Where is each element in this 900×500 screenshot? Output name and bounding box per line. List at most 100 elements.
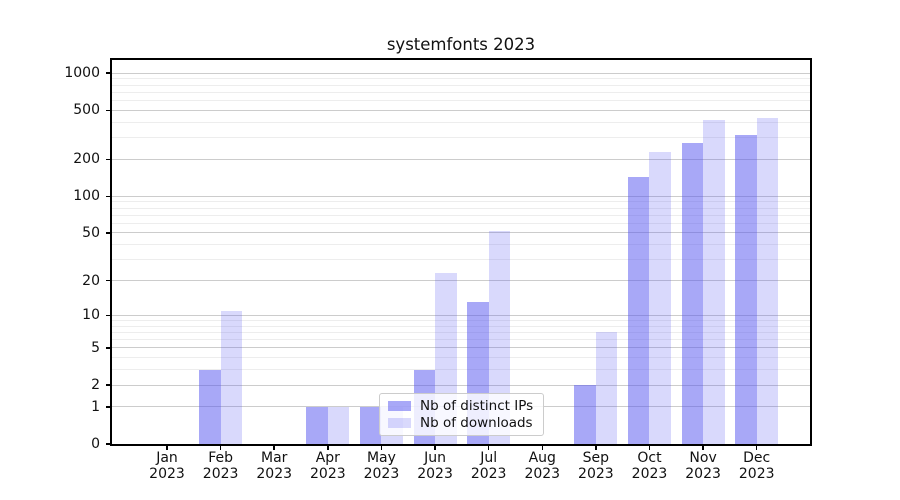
bar-downloads — [488, 230, 511, 444]
x-tick-label: Mar 2023 — [256, 450, 293, 482]
x-tick-label: Jan 2023 — [149, 450, 185, 482]
x-tickmark — [327, 444, 329, 450]
minor-gridline — [112, 339, 810, 341]
bar-distinct-ips — [574, 385, 596, 444]
top-spine — [110, 58, 812, 60]
x-tickmark — [273, 444, 275, 450]
y-tickmark — [106, 406, 112, 408]
x-tick-label: Feb 2023 — [202, 450, 239, 482]
x-tickmark — [595, 444, 597, 450]
left-spine — [110, 58, 112, 446]
minor-gridline — [112, 214, 810, 216]
major-gridline — [112, 72, 810, 74]
y-tickmark — [106, 314, 112, 317]
y-tick-label: 0 — [91, 436, 100, 452]
x-tick-label: Dec 2023 — [738, 450, 775, 482]
x-tick-label: Sep 2023 — [578, 450, 614, 482]
minor-gridline — [112, 319, 810, 321]
legend-swatch-distinct-ips — [388, 400, 411, 411]
bar-downloads — [327, 406, 350, 444]
y-tick-label: 1 — [91, 398, 100, 415]
legend-label-distinct-ips: Nb of distinct IPs — [420, 397, 534, 414]
y-tickmark — [106, 232, 112, 234]
bar-downloads — [649, 151, 671, 444]
bar-distinct-ips — [627, 176, 650, 444]
legend: Nb of distinct IPs Nb of downloads — [379, 393, 544, 436]
x-tick-label: May 2023 — [363, 450, 400, 482]
major-gridline — [112, 158, 810, 160]
bar-distinct-ips — [306, 406, 328, 444]
y-tick-label: 2 — [91, 377, 100, 394]
minor-gridline — [112, 331, 810, 333]
y-tick-label: 1000 — [64, 65, 100, 82]
x-tick-label: Jun 2023 — [417, 450, 453, 482]
y-tick-label: 500 — [73, 102, 100, 119]
minor-gridline — [112, 207, 810, 209]
minor-gridline — [112, 222, 810, 224]
y-tickmark — [106, 72, 112, 74]
minor-gridline — [112, 100, 810, 102]
legend-label-downloads: Nb of downloads — [420, 415, 533, 432]
y-tick-label: 5 — [91, 339, 100, 356]
minor-gridline — [112, 369, 810, 371]
minor-gridline — [112, 84, 810, 86]
x-tickmark — [219, 444, 222, 450]
bar-downloads — [756, 118, 779, 444]
minor-gridline — [112, 325, 810, 327]
major-gridline — [112, 280, 810, 282]
x-tickmark — [541, 444, 544, 450]
minor-gridline — [112, 137, 810, 139]
x-tickmark — [648, 444, 651, 450]
y-tick-label: 50 — [82, 224, 100, 241]
major-gridline — [112, 384, 810, 386]
legend-item-distinct-ips: Nb of distinct IPs — [388, 398, 535, 414]
major-gridline — [112, 109, 810, 111]
minor-gridline — [112, 91, 810, 93]
y-tickmark — [106, 384, 112, 386]
y-tickmark — [106, 195, 112, 198]
x-tick-label: Jul 2023 — [470, 450, 507, 482]
bar-downloads — [703, 119, 725, 444]
x-tick-label: Aug 2023 — [524, 450, 561, 482]
minor-gridline — [112, 357, 810, 359]
y-tickmark — [106, 347, 112, 349]
y-tickmark — [106, 158, 112, 161]
x-tickmark — [702, 444, 704, 450]
y-tickmark — [106, 443, 112, 445]
x-tickmark — [434, 444, 436, 450]
bar-downloads — [220, 310, 243, 444]
y-tick-label: 10 — [82, 307, 100, 324]
y-tick-label: 20 — [82, 272, 100, 289]
x-tickmark — [487, 444, 490, 450]
bottom-spine — [110, 444, 812, 446]
major-gridline — [112, 232, 810, 234]
x-tick-label: Oct 2023 — [631, 450, 668, 482]
x-tick-label: Apr 2023 — [310, 450, 346, 482]
minor-gridline — [112, 78, 810, 80]
minor-gridline — [112, 259, 810, 261]
x-tick-label: Nov 2023 — [685, 450, 721, 482]
major-gridline — [112, 347, 810, 349]
minor-gridline — [112, 201, 810, 203]
bar-downloads — [595, 332, 618, 444]
y-tickmark — [106, 279, 112, 282]
y-tickmark — [106, 109, 112, 112]
bar-distinct-ips — [359, 406, 382, 444]
bar-distinct-ips — [199, 369, 221, 444]
x-tickmark — [166, 444, 168, 450]
x-tickmark — [755, 444, 758, 450]
minor-gridline — [112, 244, 810, 246]
y-tick-label: 100 — [73, 188, 100, 205]
legend-swatch-downloads — [388, 418, 411, 429]
x-tickmark — [380, 444, 383, 450]
major-gridline — [112, 314, 810, 316]
right-spine — [810, 58, 812, 446]
legend-item-downloads: Nb of downloads — [388, 415, 535, 431]
bar-distinct-ips — [735, 134, 757, 444]
chart-title: systemfonts 2023 — [386, 35, 536, 54]
minor-gridline — [112, 121, 810, 123]
major-gridline — [112, 195, 810, 197]
y-tick-label: 200 — [73, 151, 100, 168]
bar-distinct-ips — [681, 143, 704, 444]
